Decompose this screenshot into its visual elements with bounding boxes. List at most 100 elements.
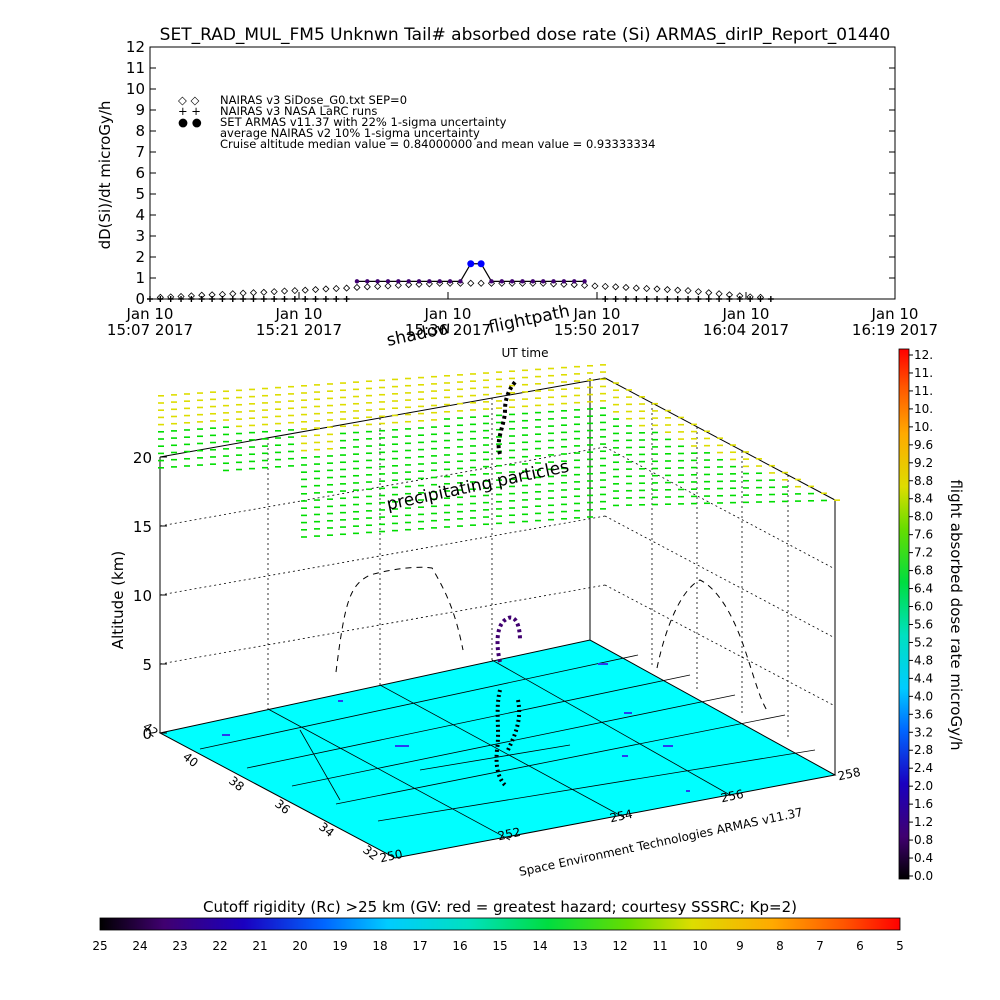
particle-dash (262, 402, 268, 404)
particle-dash (327, 491, 333, 493)
particle-dash (262, 409, 268, 411)
particle-dash (691, 459, 697, 462)
colorbar-tick-label: 6.4 (914, 582, 933, 596)
altitude-tick-label: 10 (133, 587, 152, 605)
particle-dash (197, 457, 203, 459)
nairas-point (549, 280, 558, 288)
larc-point (695, 296, 702, 302)
particle-dash (691, 495, 697, 498)
particle-dash (535, 383, 541, 385)
larc-point (622, 296, 629, 302)
armas-point (499, 279, 505, 284)
nairas-point (405, 281, 413, 289)
particle-dash (561, 373, 567, 376)
particle-dash (457, 446, 463, 448)
particle-dash (314, 427, 320, 429)
particle-dash (301, 507, 307, 509)
particle-dash (483, 444, 489, 446)
particle-dash (561, 517, 567, 520)
particle-dash (509, 471, 515, 473)
particle-dash (613, 490, 619, 492)
particle-dash (808, 499, 814, 502)
particle-dash (548, 425, 554, 427)
particle-dash (574, 380, 580, 382)
rigidity-tick-label: 12 (612, 939, 627, 953)
particle-dash (769, 479, 775, 481)
particle-dash (171, 430, 177, 432)
particle-dash (509, 377, 515, 380)
particle-dash (223, 397, 229, 400)
rigidity-tick-label: 19 (332, 939, 347, 953)
particle-dash (418, 412, 424, 415)
particle-dash (574, 416, 580, 418)
particle-dash (483, 523, 489, 526)
larc-point (157, 296, 164, 302)
particle-dash (366, 481, 372, 483)
particle-dash (223, 462, 229, 465)
particle-dash (249, 453, 255, 456)
particle-dash (171, 422, 177, 425)
x-tick-label: Jan 10 (126, 305, 174, 323)
particle-dash (457, 410, 463, 412)
particle-dash (379, 509, 385, 511)
particle-dash (496, 407, 502, 409)
particle-dash (561, 510, 567, 513)
larc-point (167, 296, 174, 302)
particle-dash (652, 496, 658, 499)
colorbar-tick-label: 9.2 (914, 456, 933, 470)
particle-dash (808, 485, 814, 488)
particle-dash (223, 455, 229, 457)
particle-dash (210, 427, 216, 429)
particle-dash (171, 415, 177, 418)
particle-dash (665, 409, 671, 412)
particle-dash (171, 444, 177, 447)
rigidity-tick-label: 21 (252, 939, 267, 953)
particle-dash (600, 436, 606, 438)
y-tick-label: 9 (135, 101, 145, 119)
particle-dash (600, 443, 606, 445)
particle-dash (509, 392, 515, 394)
particle-dash (288, 414, 294, 417)
particle-dash (639, 410, 645, 413)
particle-dash (483, 372, 489, 374)
particle-dash (587, 444, 593, 446)
particle-dash (483, 422, 489, 425)
particle-dash (613, 483, 619, 485)
particle-dash (184, 457, 190, 460)
particle-dash (652, 417, 658, 419)
larc-point (188, 296, 195, 302)
particle-dash (392, 385, 398, 388)
particle-dash (184, 400, 190, 402)
nairas-point (229, 290, 237, 298)
particle-dash (444, 454, 450, 456)
particle-dash (340, 447, 346, 449)
armas-point (582, 279, 587, 284)
particle-dash (353, 395, 359, 398)
particle-dash (301, 514, 307, 517)
particle-dash (717, 444, 723, 447)
x-tick-label: Jan 10 (871, 305, 919, 323)
colorbar-tick-label: 11. (914, 384, 933, 398)
particle-dash (288, 407, 294, 410)
particle-dash (470, 445, 476, 447)
particle-dash (314, 456, 320, 458)
particle-dash (353, 438, 359, 441)
rigidity-tick-label: 13 (572, 939, 587, 953)
particle-dash (444, 526, 450, 528)
particle-dash (288, 421, 294, 424)
particle-dash (184, 414, 190, 417)
particle-dash (275, 422, 281, 425)
x-tick-label: 15:07 2017 (107, 321, 193, 339)
particle-dash (535, 440, 541, 443)
particle-dash (353, 446, 359, 448)
particle-dash (587, 480, 593, 482)
larc-point (726, 296, 733, 302)
particle-dash (743, 472, 749, 475)
nairas-point (394, 281, 402, 289)
particle-dash (405, 406, 411, 409)
particle-dash (340, 396, 346, 399)
y-tick-label: 0 (135, 290, 145, 308)
particle-dash (327, 397, 333, 400)
particle-dash (574, 423, 580, 426)
particle-dash (470, 373, 476, 375)
